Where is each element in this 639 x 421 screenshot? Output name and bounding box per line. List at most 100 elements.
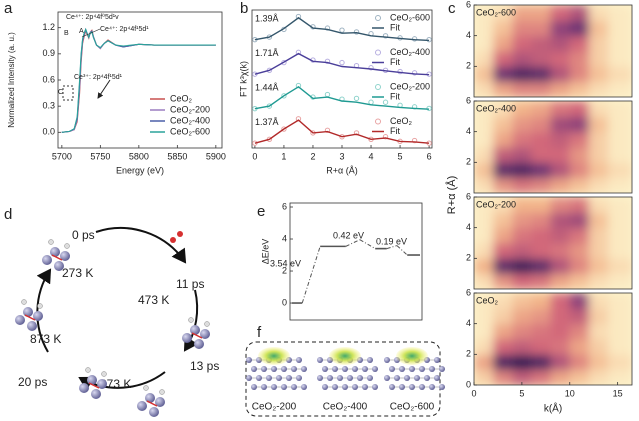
- ce-atom: [439, 384, 445, 390]
- slab-structure: [384, 347, 445, 390]
- light-atom: [85, 367, 91, 373]
- heatmap-cell: [569, 369, 590, 385]
- heatmap-cell: [493, 147, 513, 163]
- heatmap-cell: [512, 66, 532, 83]
- ce-atom: [301, 384, 307, 390]
- ce-atom: [79, 383, 89, 393]
- heatmap-cell: [531, 51, 552, 67]
- legend-label: CeO₂-200: [390, 81, 430, 91]
- heatmap-cell: [550, 116, 571, 133]
- panel-letter: a: [4, 0, 13, 17]
- y-tick-label: 6: [466, 0, 471, 9]
- subplot-label: CeO₂-600: [476, 7, 516, 17]
- heatmap-cell: [493, 197, 513, 213]
- heatmap-cell: [569, 293, 590, 309]
- data-point: [382, 99, 389, 105]
- x-tick-label: 5800: [129, 151, 149, 161]
- ce-atom: [291, 366, 297, 372]
- ce-atom: [322, 384, 328, 390]
- heatmap-cell: [569, 101, 590, 117]
- data-point: [411, 70, 418, 76]
- heatmap-cell: [512, 147, 532, 163]
- ce-atom: [27, 321, 37, 331]
- heatmap-cell: [474, 147, 494, 163]
- legend-label: Fit: [390, 91, 400, 101]
- slab-structure: [246, 347, 307, 390]
- heatmap-cell: [588, 51, 609, 67]
- legend-swatch: [375, 118, 381, 125]
- peak-annotation: 1.37Å: [255, 117, 279, 127]
- heatmap-cell: [550, 51, 571, 67]
- y-tick-label: 2: [466, 61, 471, 71]
- heatmap-cell: [588, 162, 609, 179]
- ce-atom: [296, 357, 302, 363]
- ce-atom: [301, 366, 307, 372]
- heatmap-cell: [512, 369, 532, 385]
- ce-atom: [429, 366, 435, 372]
- heatmap-cell: [550, 35, 571, 52]
- heatmap-cell: [550, 81, 571, 97]
- heatmap-cell: [531, 5, 552, 21]
- ce-atom: [246, 357, 252, 363]
- heatmap-cell: [531, 369, 552, 385]
- ce-atom: [60, 251, 70, 261]
- ce-atom: [251, 384, 257, 390]
- heatmap-cell: [474, 20, 494, 37]
- ce-atom: [394, 375, 400, 381]
- x-tick-label: 0: [471, 388, 476, 398]
- arrow: [95, 227, 187, 264]
- data-point: [426, 105, 432, 112]
- heatmap-cell: [588, 354, 609, 371]
- y-tick-label: 6: [466, 191, 471, 201]
- heatmap-cell: [474, 101, 494, 117]
- heatmap-cell: [512, 81, 532, 97]
- y-tick-label: 6: [282, 201, 287, 211]
- data-point: [295, 49, 302, 56]
- annotation-arrow: [97, 79, 111, 99]
- heatmap-cell: [569, 35, 590, 52]
- heatmap-cell: [608, 293, 632, 309]
- ce-atom: [389, 366, 395, 372]
- charge-density: [258, 347, 290, 365]
- panel-letter: d: [4, 206, 12, 223]
- heatmap-cell: [474, 227, 494, 244]
- heatmap-cell: [550, 293, 571, 309]
- heatmap-cell: [512, 101, 532, 117]
- energy-segment: [386, 245, 398, 250]
- heatmap-cell: [608, 147, 632, 163]
- heatmap-cell: [569, 131, 590, 148]
- light-atom: [48, 239, 54, 245]
- data-point: [281, 93, 287, 99]
- ce-atom: [261, 384, 267, 390]
- heatmap-cell: [531, 177, 552, 193]
- ce-atom: [414, 375, 420, 381]
- heatmap-cell: [531, 339, 552, 355]
- heatmap-cell: [474, 66, 494, 83]
- heatmap-cell: [608, 323, 632, 340]
- legend-swatch: [375, 84, 381, 90]
- ce-atom: [296, 375, 302, 381]
- light-atom: [143, 385, 149, 391]
- heatmap-cell: [531, 35, 552, 52]
- heatmap-cell: [474, 273, 494, 289]
- x-tick-label: 5: [398, 151, 403, 161]
- energy-segment: [345, 239, 361, 247]
- heatmap: [474, 5, 632, 97]
- heatmap-cell: [588, 116, 609, 133]
- y-tick-label: 4: [466, 222, 471, 232]
- heatmap-cell: [588, 147, 609, 163]
- heatmap-cell: [608, 354, 632, 371]
- y-tick-label: 0.3: [42, 101, 55, 111]
- ce-atom: [389, 384, 395, 390]
- heatmap-cell: [550, 308, 571, 325]
- charge-density: [329, 347, 361, 365]
- heatmap-cell: [474, 162, 494, 179]
- x-tick-label: 5900: [206, 151, 226, 161]
- heatmap-cell: [531, 308, 552, 325]
- axes-frame: [473, 196, 633, 290]
- heatmap-cell: [550, 339, 571, 355]
- heatmap-cell: [550, 258, 571, 275]
- heatmap-cell: [493, 81, 513, 97]
- ce-atom: [50, 247, 60, 257]
- heatmap-cell: [588, 20, 609, 37]
